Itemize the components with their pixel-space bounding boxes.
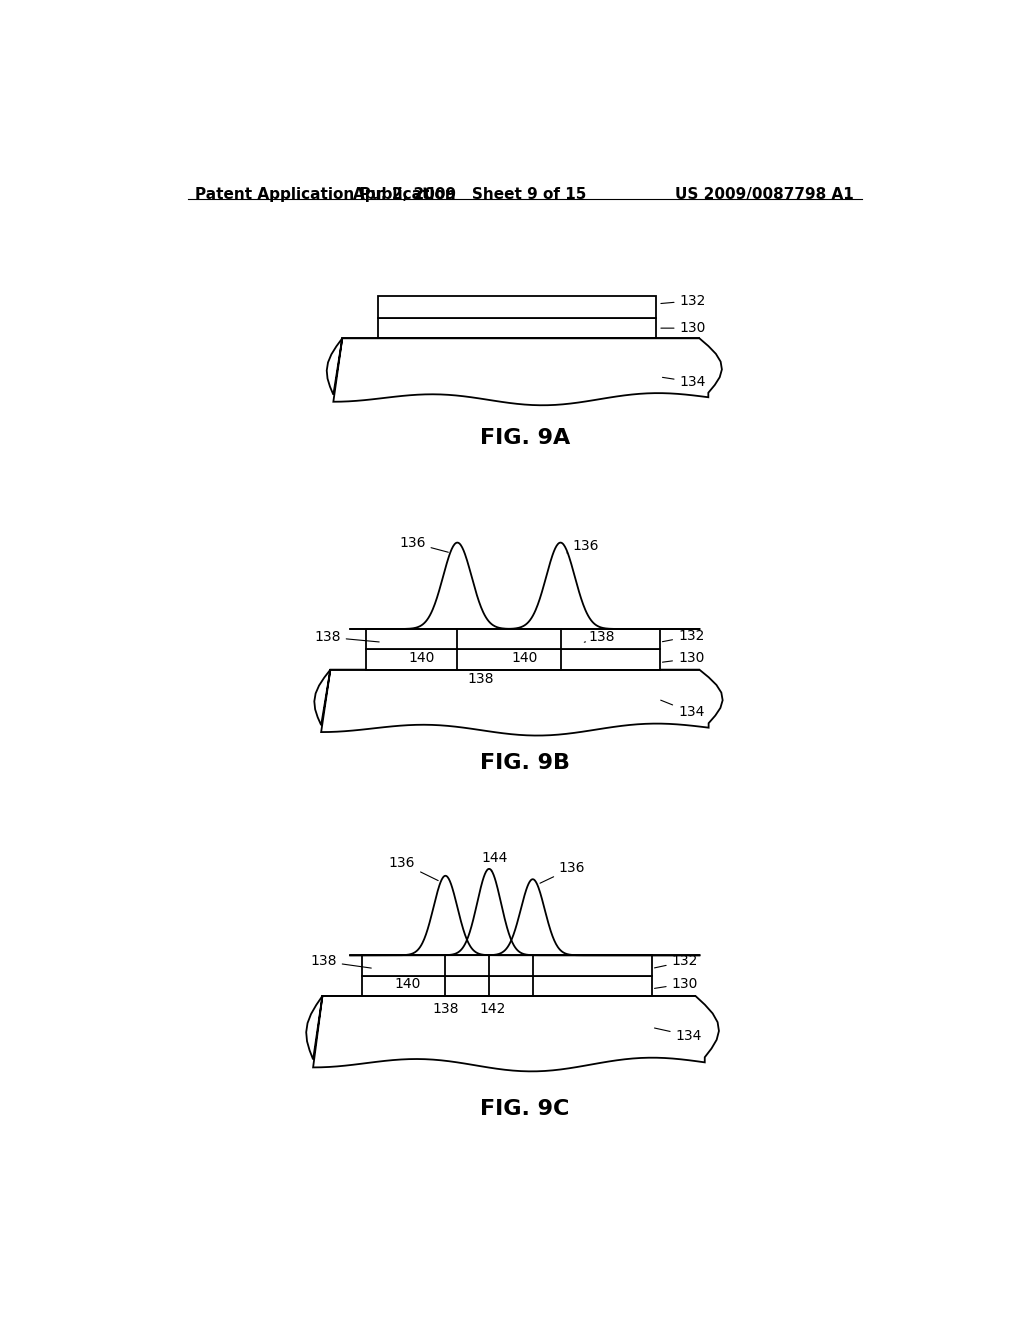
Text: 140: 140 [409,652,435,665]
Bar [362,975,652,995]
Polygon shape [327,338,722,405]
Text: 130: 130 [663,652,705,665]
Text: 134: 134 [660,700,705,719]
Text: FIG. 9C: FIG. 9C [480,1098,569,1118]
Text: FIG. 9B: FIG. 9B [480,752,569,774]
Text: 136: 136 [567,539,599,553]
Text: 134: 134 [663,375,706,389]
Text: 134: 134 [654,1028,702,1043]
Bar [378,318,655,338]
Text: 138: 138 [585,630,614,644]
Text: 132: 132 [663,630,705,643]
Bar [362,956,652,975]
Text: 144: 144 [481,851,508,871]
Text: 140: 140 [394,977,421,991]
Bar [367,630,659,649]
Text: Apr. 2, 2009   Sheet 9 of 15: Apr. 2, 2009 Sheet 9 of 15 [352,187,586,202]
Text: 138: 138 [432,1002,459,1016]
Text: 132: 132 [654,954,698,969]
Text: 138: 138 [314,630,379,644]
Text: 138: 138 [310,954,372,969]
Text: 140: 140 [512,652,538,665]
Text: FIG. 9A: FIG. 9A [479,428,570,447]
Text: Patent Application Publication: Patent Application Publication [196,187,457,202]
Bar [367,649,659,669]
Text: 136: 136 [540,861,586,883]
Text: 130: 130 [654,977,698,991]
Polygon shape [306,995,719,1072]
Text: 136: 136 [399,536,449,552]
Text: US 2009/0087798 A1: US 2009/0087798 A1 [676,187,854,202]
Text: 130: 130 [660,321,706,335]
Text: 136: 136 [389,855,438,880]
Text: 142: 142 [480,1002,506,1016]
Text: 138: 138 [468,672,495,686]
Bar [378,296,655,318]
Polygon shape [314,669,723,735]
Text: 132: 132 [660,293,706,308]
